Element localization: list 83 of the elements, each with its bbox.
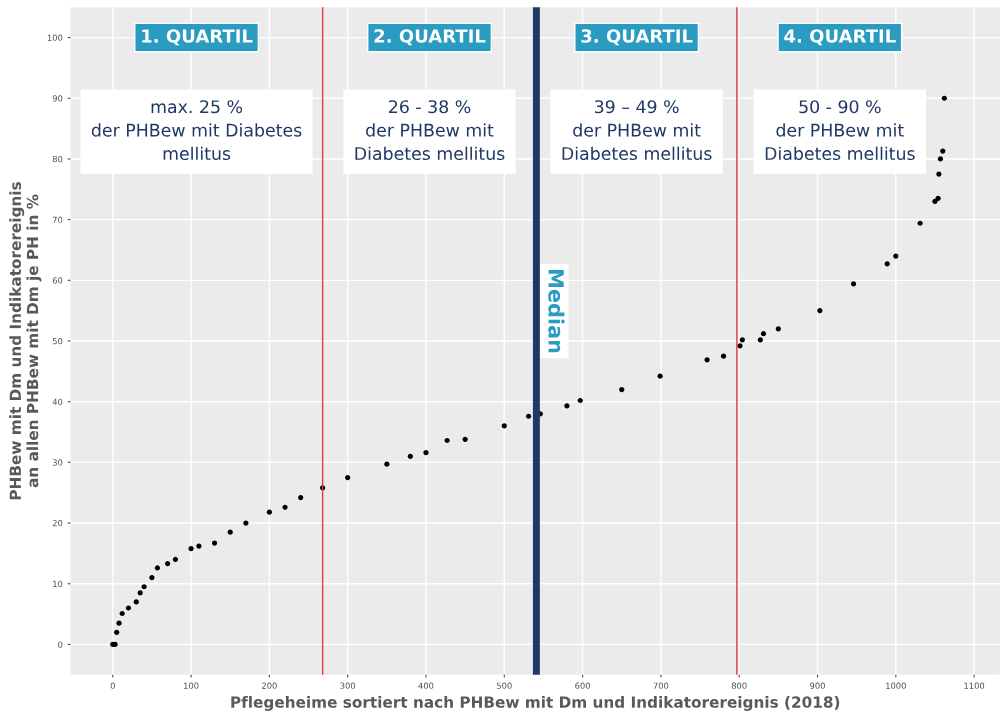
point bbox=[940, 148, 946, 154]
point bbox=[188, 545, 194, 552]
point bbox=[850, 281, 857, 287]
x-tick-label: 200 bbox=[262, 682, 277, 689]
y-tick-label: 90 bbox=[52, 95, 63, 102]
point bbox=[164, 561, 171, 567]
annotation: 2. QUARTIL bbox=[374, 29, 486, 46]
point bbox=[137, 590, 143, 596]
y-tick-label: 30 bbox=[52, 459, 63, 466]
y-tick-label: 50 bbox=[52, 337, 63, 345]
point bbox=[884, 261, 890, 267]
annotation: max. 25 % der PHBew mit Diabetes mellitus bbox=[91, 100, 302, 161]
ref-line-label: Median bbox=[548, 270, 565, 353]
y-tick-label: 70 bbox=[52, 216, 63, 223]
point bbox=[932, 198, 938, 205]
annotation: 26 - 38 % der PHBew mit Diabetes mellitus bbox=[355, 100, 505, 161]
point bbox=[116, 620, 122, 626]
x-tick-label: 700 bbox=[653, 682, 669, 689]
annotation: 1. QUARTIL bbox=[142, 29, 253, 46]
point bbox=[757, 337, 763, 343]
x-axis-title: Pflegeheime sortiert nach PHBew mit Dm und Indikatorereignis (2018) bbox=[231, 696, 840, 711]
annotation: 50 - 90 % der PHBew mit Diabetes mellitus bbox=[765, 100, 915, 161]
point bbox=[501, 423, 507, 429]
point bbox=[893, 253, 899, 259]
point bbox=[282, 504, 288, 510]
point bbox=[935, 195, 941, 201]
y-tick-label: 60 bbox=[52, 277, 63, 284]
x-tick-label: 800 bbox=[731, 682, 747, 689]
point bbox=[423, 450, 429, 456]
y-tick-label: 0 bbox=[58, 641, 63, 648]
point bbox=[775, 326, 781, 332]
x-tick-label: 500 bbox=[496, 682, 512, 689]
point bbox=[720, 353, 727, 359]
point bbox=[657, 373, 663, 379]
point bbox=[133, 599, 139, 605]
point bbox=[407, 453, 413, 459]
x-tick-label: 1000 bbox=[886, 682, 906, 689]
y-tick-label: 100 bbox=[47, 34, 63, 41]
point bbox=[154, 565, 161, 571]
point bbox=[141, 584, 147, 590]
point bbox=[760, 331, 767, 337]
x-tick-label: 600 bbox=[575, 682, 590, 689]
point bbox=[462, 436, 468, 442]
point bbox=[211, 540, 218, 546]
x-tick-label: 0 bbox=[110, 682, 115, 689]
point bbox=[298, 494, 304, 501]
y-tick-label: 40 bbox=[52, 398, 63, 405]
point bbox=[704, 357, 710, 363]
point bbox=[936, 171, 942, 177]
point bbox=[119, 610, 125, 617]
point bbox=[243, 520, 249, 526]
point bbox=[737, 343, 743, 349]
point bbox=[125, 605, 132, 611]
point bbox=[917, 220, 923, 226]
point bbox=[384, 461, 390, 467]
annotation: 39 – 49 % der PHBew mit Diabetes mellitus bbox=[562, 100, 712, 161]
y-tick-label: 20 bbox=[52, 520, 63, 527]
point bbox=[266, 509, 272, 515]
point bbox=[937, 156, 944, 162]
annotation: 3. QUARTIL bbox=[581, 29, 693, 46]
point bbox=[525, 413, 532, 419]
y-tick-label: 80 bbox=[52, 155, 63, 163]
x-tick-label: 1100 bbox=[964, 682, 985, 689]
point bbox=[619, 386, 625, 393]
point bbox=[941, 95, 947, 101]
point bbox=[196, 543, 202, 549]
point bbox=[345, 474, 351, 481]
y-tick-label: 10 bbox=[53, 580, 63, 588]
y-axis-title: PHBew mit Dm und Indikatorereignis an allen PHBew mit Dm je PH in % bbox=[9, 182, 42, 500]
x-tick-label: 300 bbox=[340, 682, 356, 689]
point bbox=[739, 337, 745, 343]
point bbox=[444, 437, 450, 444]
x-tick-label: 100 bbox=[184, 682, 199, 689]
point bbox=[817, 308, 823, 314]
point bbox=[114, 629, 120, 635]
x-tick-label: 400 bbox=[418, 682, 434, 689]
point bbox=[172, 556, 179, 563]
annotation: 4. QUARTIL bbox=[784, 29, 896, 46]
x-tick-label: 900 bbox=[810, 682, 825, 689]
point bbox=[577, 397, 583, 404]
point bbox=[227, 529, 233, 535]
point bbox=[564, 403, 570, 409]
point bbox=[149, 575, 155, 581]
